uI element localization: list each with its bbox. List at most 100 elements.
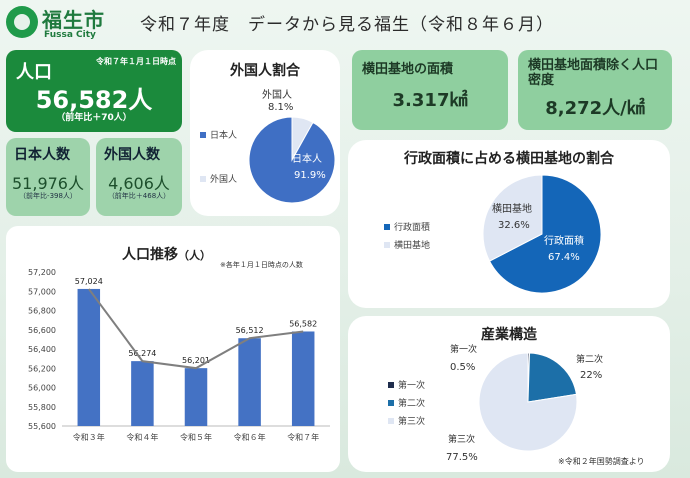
pie-value-primary: 0.5%	[450, 362, 476, 373]
bar-1	[131, 361, 154, 426]
legend-label: 外国人	[210, 175, 238, 185]
logo-mark-icon	[6, 6, 38, 38]
legend-label: 行政面積	[394, 223, 431, 233]
pie-slice-2	[478, 352, 578, 452]
y-tick-label: 55,800	[28, 403, 56, 412]
japanese-value: 51,976人	[12, 174, 84, 193]
foreign-ratio-card: 外国人割合 日本人 外国人 外国人 8.1% 日本人 91.9%	[190, 50, 340, 216]
pie-value-yokota: 32.6%	[498, 220, 530, 231]
pie-value-japanese: 91.9%	[294, 170, 326, 181]
population-label: 人口	[16, 62, 52, 83]
trend-title: 人口推移（人）	[122, 244, 211, 264]
bar-0	[77, 288, 101, 426]
legend-admin-area: 行政面積	[384, 220, 430, 233]
pie-label-foreign: 外国人	[262, 90, 292, 101]
legend-label: 第二次	[398, 399, 426, 409]
base-ratio-card: 行政面積に占める横田基地の割合 行政面積 横田基地 横田基地 32.6% 行政面…	[348, 140, 670, 308]
pie-value-foreign: 8.1%	[268, 102, 294, 113]
legend-japanese: 日本人	[200, 128, 237, 141]
bar-value-label: 57,024	[75, 277, 103, 286]
japanese-label: 日本人数	[14, 147, 70, 163]
bar-value-label: 56,201	[182, 356, 210, 365]
pie-value-tertiary: 77.5%	[446, 452, 478, 463]
pie-label-tertiary: 第三次	[448, 435, 476, 445]
x-tick-label: 令和３年	[73, 432, 105, 442]
y-tick-label: 55,600	[28, 422, 56, 431]
bar-4	[291, 331, 315, 426]
bar-3	[238, 338, 261, 426]
foreign-label: 外国人数	[104, 147, 160, 163]
legend-label: 第一次	[398, 381, 426, 391]
legend-swatch-icon	[200, 175, 206, 182]
legend-swatch-icon	[388, 399, 394, 406]
industry-card: 産業構造 第一次 第二次 第三次 第一次 0.5% 第二次 22% 第三次 77…	[348, 316, 670, 472]
population-bar-chart: 55,600 55,800 56,000 56,200 56,400 56,600 56,8…	[28, 268, 330, 442]
foreign-value: 4,606人	[108, 174, 170, 193]
x-tick-label: 令和７年	[287, 432, 319, 442]
bar-value-label: 56,512	[236, 326, 264, 335]
density-card: 横田基地面積除く人口密度 8,272人/㎢	[518, 50, 672, 130]
y-tick-label: 57,000	[28, 287, 56, 296]
pie-label-japanese: 日本人	[292, 154, 322, 165]
pie-slice-1	[482, 174, 543, 262]
pie-slice-0	[248, 116, 336, 204]
pie-slice-0	[488, 174, 602, 294]
legend-yokota: 横田基地	[384, 238, 430, 251]
bar-value-label: 56,274	[128, 349, 156, 358]
base-ratio-pie	[482, 174, 602, 294]
trend-note: ※各年１月１日時点の人数	[220, 261, 303, 269]
foreign-card: 外国人数 4,606人 （前年比＋468人）	[96, 138, 182, 216]
legend-foreign: 外国人	[200, 172, 237, 185]
population-trend-card: 人口推移（人） ※各年１月１日時点の人数 55,600 55,800 56,000 5…	[6, 226, 340, 472]
japanese-card: 日本人数 51,976人 （前年比-398人）	[6, 138, 90, 216]
pie-value-admin: 67.4%	[548, 252, 580, 263]
bar-2	[184, 368, 208, 426]
trend-title-unit: （人）	[178, 249, 211, 262]
legend-primary: 第一次	[388, 378, 425, 391]
legend-swatch-icon	[200, 131, 206, 138]
city-logo: 福生市 Fussa City	[6, 6, 106, 42]
pie-label-admin: 行政面積	[544, 236, 584, 247]
legend-tertiary: 第三次	[388, 414, 425, 427]
logo-subtitle: Fussa City	[44, 30, 96, 40]
x-tick-label: 令和５年	[180, 432, 212, 442]
legend-label: 日本人	[210, 131, 238, 141]
legend-swatch-icon	[384, 223, 390, 230]
population-card: 令和７年１月１日時点 人口 56,582人 （前年比＋70人）	[6, 50, 182, 132]
legend-secondary: 第二次	[388, 396, 425, 409]
pie-label-primary: 第一次	[450, 345, 478, 355]
base-area-label: 横田基地の面積	[362, 62, 454, 77]
base-area-value: 3.317㎢	[392, 90, 468, 111]
base-ratio-title: 行政面積に占める横田基地の割合	[404, 151, 614, 167]
japanese-note: （前年比-398人）	[19, 192, 77, 200]
population-note: （前年比＋70人）	[56, 113, 132, 123]
legend-swatch-icon	[388, 381, 394, 388]
bar-value-label: 56,582	[289, 319, 317, 328]
y-tick-label: 56,600	[28, 326, 56, 335]
industry-pie	[478, 352, 578, 452]
density-value: 8,272人/㎢	[545, 98, 645, 119]
industry-title: 産業構造	[481, 327, 537, 343]
pie-label-yokota: 横田基地	[492, 204, 532, 215]
population-value: 56,582人	[35, 86, 153, 114]
foreign-ratio-title: 外国人割合	[230, 63, 300, 79]
legend-swatch-icon	[384, 241, 390, 248]
y-tick-label: 56,400	[28, 345, 56, 354]
base-area-card: 横田基地の面積 3.317㎢	[352, 50, 508, 130]
page-title: 令和７年度 データから見る福生（令和８年６月）	[140, 15, 554, 35]
y-tick-label: 56,200	[28, 364, 56, 373]
legend-swatch-icon	[388, 417, 394, 424]
pie-value-secondary: 22%	[580, 370, 603, 381]
y-tick-label: 56,800	[28, 307, 56, 316]
pie-slice-1	[527, 352, 577, 403]
y-tick-label: 56,000	[28, 384, 56, 393]
trend-title-text: 人口推移	[122, 247, 178, 263]
foreign-ratio-pie	[248, 116, 336, 204]
foreign-note: （前年比＋468人）	[107, 192, 171, 200]
y-tick-label: 57,200	[28, 268, 56, 277]
x-tick-label: 令和６年	[234, 432, 266, 442]
logo-text: 福生市	[42, 8, 105, 32]
trend-line	[87, 288, 304, 370]
legend-label: 横田基地	[394, 241, 431, 251]
x-tick-label: 令和４年	[126, 432, 158, 442]
